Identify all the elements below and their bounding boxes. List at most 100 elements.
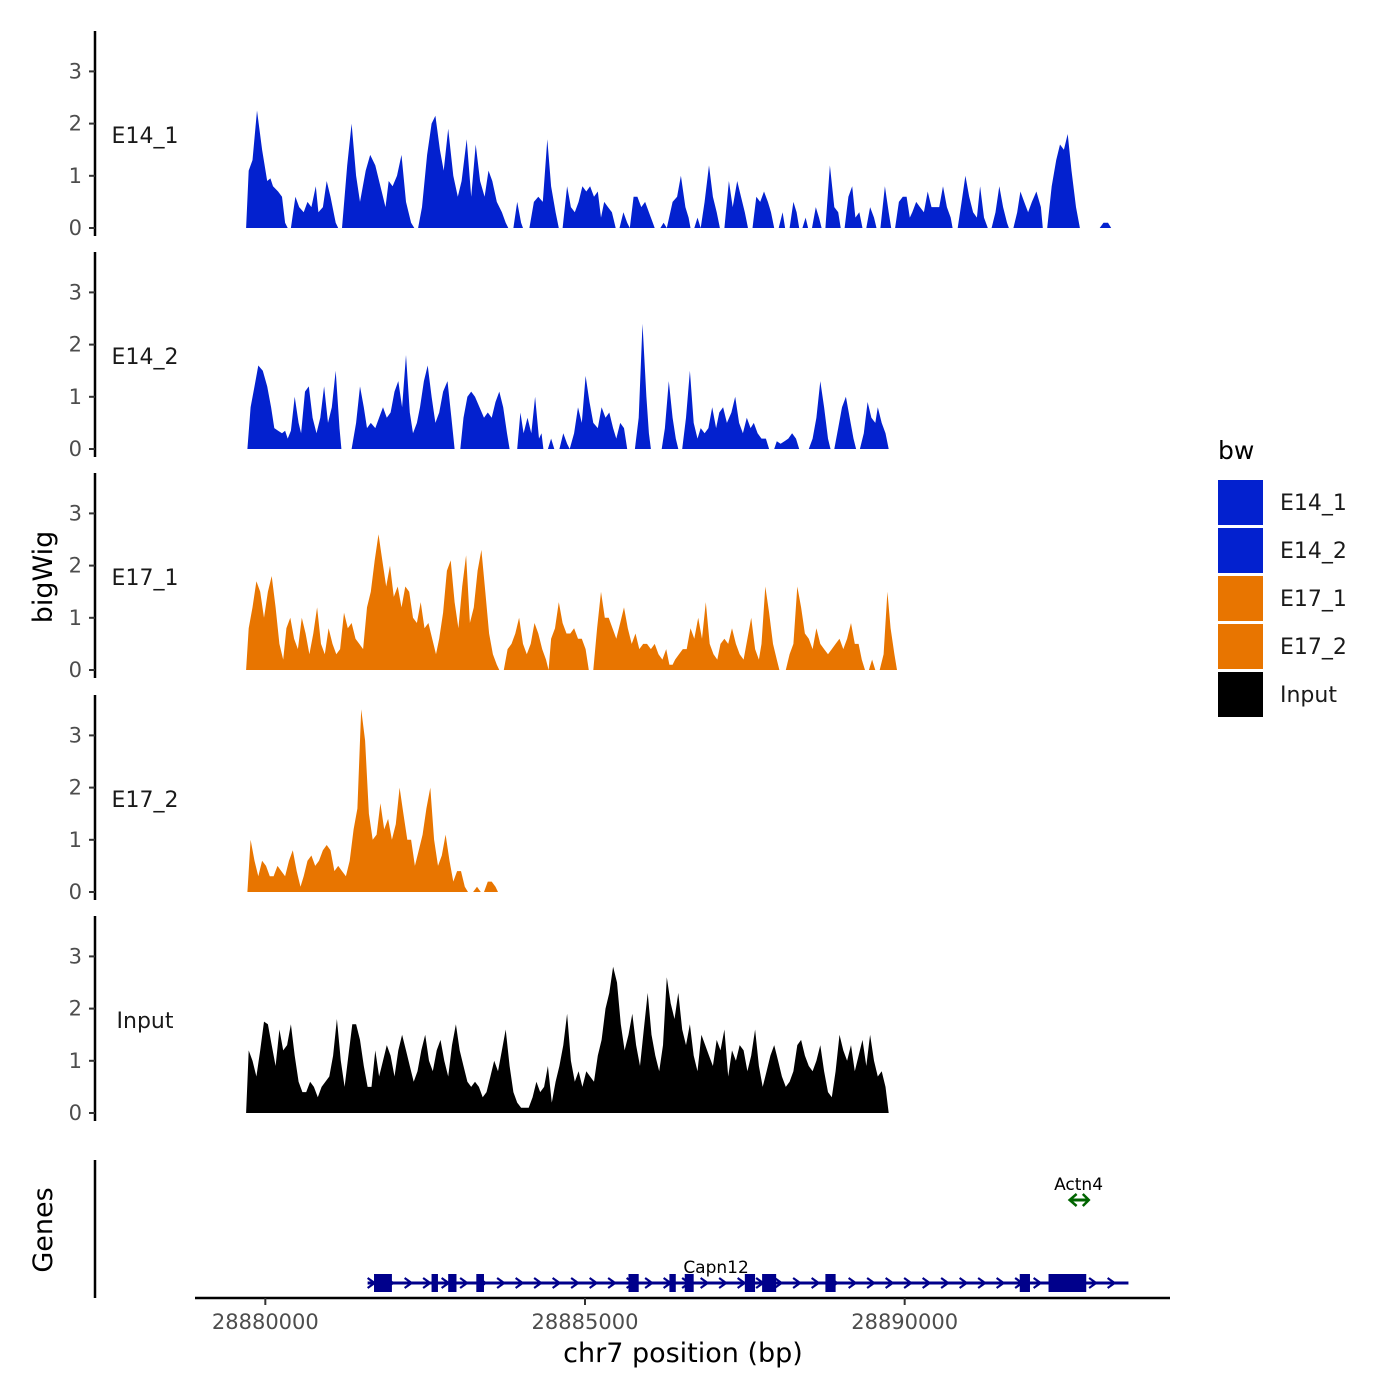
- legend-label: Input: [1280, 683, 1337, 708]
- strand-arrow: [496, 1277, 507, 1289]
- strand-arrow: [718, 1277, 729, 1289]
- y-tick-label: 2: [69, 776, 82, 800]
- x-axis-title: chr7 position (bp): [563, 1338, 803, 1369]
- y-tick-label: 1: [69, 606, 82, 630]
- strand-arrow: [921, 1277, 932, 1289]
- legend-swatch: [1218, 480, 1263, 525]
- y-tick-label: 3: [69, 501, 82, 525]
- exon: [1019, 1274, 1030, 1292]
- strand-arrow: [977, 1277, 988, 1289]
- x-axis-ticks: 28880000 28885000 28890000: [212, 1298, 958, 1334]
- track-e14-2: 0 1 2 3 E14_2: [69, 252, 889, 461]
- strand-arrow: [422, 1277, 433, 1289]
- track-label: E17_1: [112, 566, 179, 591]
- strand-arrow: [607, 1277, 618, 1289]
- gene-track: Capn12 Actn4: [93, 1160, 1129, 1298]
- strand-arrow: [736, 1277, 747, 1289]
- strand-arrow: [1106, 1277, 1117, 1289]
- gene-capn12: Capn12: [366, 1258, 1129, 1292]
- strand-arrow: [514, 1277, 525, 1289]
- strand-arrow: [940, 1277, 951, 1289]
- genes-axis-title: Genes: [28, 1187, 59, 1272]
- y-tick-label: 0: [69, 437, 82, 461]
- y-tick-label: 1: [69, 164, 82, 188]
- y-tick-label: 2: [69, 554, 82, 578]
- exon: [825, 1274, 836, 1292]
- legend-label: E17_2: [1280, 635, 1347, 660]
- exon: [431, 1274, 438, 1292]
- exon: [762, 1274, 777, 1292]
- strand-arrow: [884, 1277, 895, 1289]
- strand-arrow: [903, 1277, 914, 1289]
- strand-arrow: [570, 1277, 581, 1289]
- exon: [684, 1274, 694, 1292]
- y-axis-title: bigWig: [28, 531, 59, 624]
- y-tick-label: 0: [69, 658, 82, 682]
- y-tick-label: 0: [69, 216, 82, 240]
- legend-label: E14_1: [1280, 491, 1347, 516]
- x-tick-label: 28890000: [851, 1310, 958, 1334]
- strand-arrow: [1032, 1277, 1043, 1289]
- y-tick-label: 3: [69, 723, 82, 747]
- signal-area-input: [246, 966, 889, 1113]
- strand-arrow: [533, 1277, 544, 1289]
- signal-area-e17-2: [247, 709, 498, 892]
- y-tick-label: 1: [69, 1049, 82, 1073]
- strand-arrow: [1088, 1277, 1099, 1289]
- strand-arrow: [995, 1277, 1006, 1289]
- y-tick-label: 2: [69, 333, 82, 357]
- y-tick-label: 0: [69, 880, 82, 904]
- legend-label: E14_2: [1280, 539, 1347, 564]
- y-tick-label: 1: [69, 385, 82, 409]
- strand-arrow: [958, 1277, 969, 1289]
- signal-area-e14-2: [247, 323, 889, 449]
- strand-arrow: [459, 1277, 470, 1289]
- legend: bw E14_1 E14_2 E17_1 E17_2 Input: [1218, 436, 1347, 717]
- strand-arrow: [644, 1277, 655, 1289]
- strand-arrow: [847, 1277, 858, 1289]
- legend-swatch: [1218, 672, 1263, 717]
- legend-swatch: [1218, 624, 1263, 669]
- y-tick-label: 3: [69, 59, 82, 83]
- bigwig-tracks: 0 1 2 3 E14_1 0 1 2 3 E14_2 0 1 2 3 E17_1 0 1 2 3 E17_2 0 1 2 3…: [69, 31, 1112, 1125]
- legend-label: E17_1: [1280, 587, 1347, 612]
- exon: [628, 1274, 639, 1292]
- exon: [448, 1274, 457, 1292]
- x-tick-label: 28880000: [212, 1310, 319, 1334]
- exon: [1048, 1274, 1087, 1292]
- strand-arrow: [1081, 1193, 1091, 1207]
- y-tick-label: 1: [69, 828, 82, 852]
- y-tick-label: 3: [69, 944, 82, 968]
- gene-label: Actn4: [1054, 1175, 1103, 1195]
- legend-title: bw: [1218, 436, 1254, 465]
- strand-arrow: [773, 1277, 784, 1289]
- y-tick-label: 2: [69, 112, 82, 136]
- track-label: E17_2: [112, 788, 179, 813]
- signal-area-e14-1: [246, 110, 1112, 228]
- legend-swatch: [1218, 528, 1263, 573]
- track-label: Input: [117, 1009, 174, 1034]
- exon: [476, 1274, 484, 1292]
- track-label: E14_1: [112, 124, 179, 149]
- x-tick-label: 28885000: [532, 1310, 639, 1334]
- track-input: 0 1 2 3 Input: [69, 916, 889, 1125]
- strand-arrow: [792, 1277, 803, 1289]
- strand-arrow: [551, 1277, 562, 1289]
- signal-area-e17-1: [246, 534, 898, 670]
- strand-arrow: [403, 1277, 414, 1289]
- strand-arrow: [810, 1277, 821, 1289]
- exon: [744, 1274, 756, 1292]
- strand-arrow: [699, 1277, 710, 1289]
- legend-swatch: [1218, 576, 1263, 621]
- y-tick-label: 2: [69, 997, 82, 1021]
- y-tick-label: 3: [69, 280, 82, 304]
- track-e14-1: 0 1 2 3 E14_1: [69, 31, 1112, 240]
- strand-arrow: [866, 1277, 877, 1289]
- gene-actn4: Actn4: [1054, 1175, 1103, 1207]
- strand-arrow: [588, 1277, 599, 1289]
- gene-label: Capn12: [683, 1258, 749, 1278]
- track-label: E14_2: [112, 345, 179, 370]
- track-e17-2: 0 1 2 3 E17_2: [69, 695, 498, 904]
- exon: [374, 1274, 392, 1292]
